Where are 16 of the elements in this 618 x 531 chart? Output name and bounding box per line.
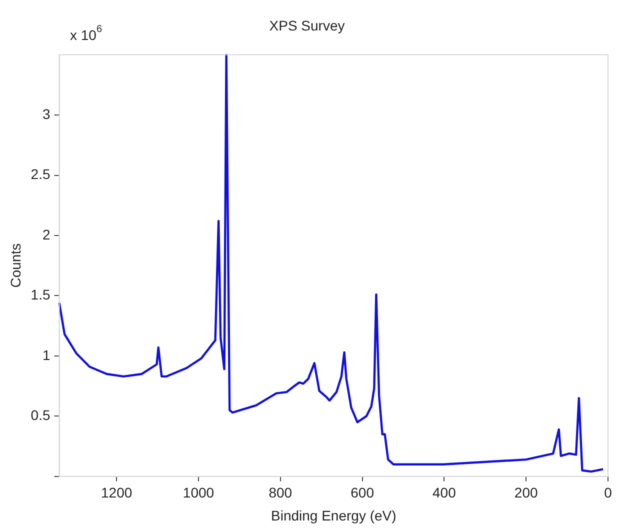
x-tick-label: 0 — [604, 484, 612, 501]
y-tick-label: 1.5 — [30, 286, 50, 303]
x-tick-label: 200 — [514, 484, 538, 501]
y-tick-label: 2.5 — [30, 166, 50, 182]
x-axis-title: Binding Energy (eV) — [270, 507, 396, 524]
x-tick-label: 1200 — [101, 484, 132, 501]
x-tick-label: 1000 — [182, 484, 214, 501]
x-tick-label: 400 — [432, 484, 456, 501]
y-tick-label: 2 — [42, 226, 50, 242]
chart-title: XPS Survey — [269, 17, 345, 34]
y-tick-label: 0.5 — [30, 407, 50, 424]
y-axis-title: Counts — [7, 243, 24, 288]
y-tick-label: 1 — [42, 346, 50, 363]
y-tick-label: 3 — [42, 106, 50, 122]
x-tick-label: 800 — [268, 484, 292, 501]
x-tick-label: 600 — [350, 484, 374, 501]
